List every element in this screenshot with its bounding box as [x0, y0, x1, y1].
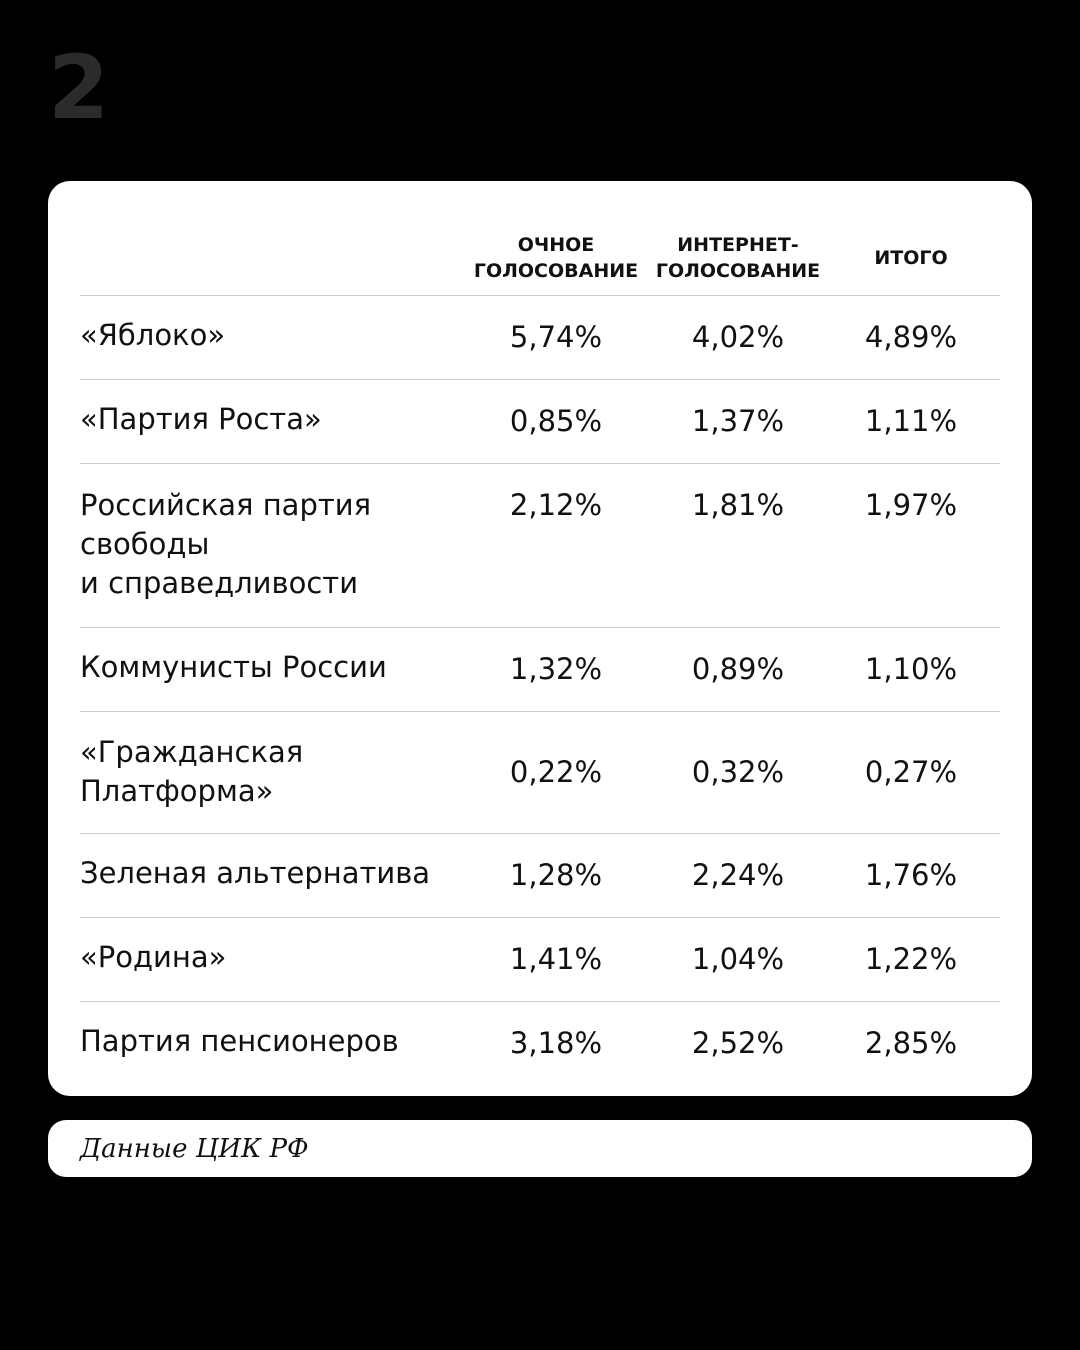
in-person-value: 5,74%	[509, 320, 603, 354]
party-name: «Родина»	[80, 940, 227, 974]
internet-value: 4,02%	[691, 320, 785, 354]
table-row: Партия пенсионеров 3,18% 2,52% 2,85%	[80, 1002, 1000, 1086]
source-text: Данные ЦИК РФ	[80, 1133, 309, 1164]
table-row: Российская партия свободы и справедливос…	[80, 464, 1000, 628]
total-value: 4,89%	[864, 320, 958, 354]
table-row: Зеленая альтернатива 1,28% 2,24% 1,76%	[80, 834, 1000, 918]
column-header-in-person: ОЧНОЕ ГОЛОСОВАНИЕ	[473, 234, 639, 282]
internet-value: 0,89%	[691, 652, 785, 686]
column-header-internet: ИНТЕРНЕТ- ГОЛОСОВАНИЕ	[655, 234, 821, 282]
in-person-value: 2,12%	[509, 488, 603, 522]
total-value: 1,11%	[864, 404, 958, 438]
table-header: ОЧНОЕ ГОЛОСОВАНИЕ ИНТЕРНЕТ- ГОЛОСОВАНИЕ …	[80, 181, 1000, 296]
internet-value: 1,04%	[691, 942, 785, 976]
party-name: Партия пенсионеров	[80, 1024, 399, 1058]
page-number: 2	[48, 36, 110, 139]
total-value: 0,27%	[864, 755, 958, 789]
party-name: Зеленая альтернатива	[80, 856, 431, 890]
party-name: Российская партия свободы и справедливос…	[80, 488, 372, 600]
party-name: «Гражданская Платформа»	[80, 735, 304, 808]
internet-value: 1,37%	[691, 404, 785, 438]
table-row: «Родина» 1,41% 1,04% 1,22%	[80, 918, 1000, 1002]
internet-value: 2,52%	[691, 1026, 785, 1060]
total-value: 1,10%	[864, 652, 958, 686]
table-row: «Гражданская Платформа» 0,22% 0,32% 0,27…	[80, 712, 1000, 834]
table-row: Коммунисты России 1,32% 0,89% 1,10%	[80, 628, 1000, 712]
internet-value: 1,81%	[691, 488, 785, 522]
internet-value: 2,24%	[691, 858, 785, 892]
party-name: Коммунисты России	[80, 650, 387, 684]
table-row: «Партия Роста» 0,85% 1,37% 1,11%	[80, 380, 1000, 464]
column-header-total: ИТОГО	[874, 247, 948, 269]
total-value: 1,76%	[864, 858, 958, 892]
results-table-card: ОЧНОЕ ГОЛОСОВАНИЕ ИНТЕРНЕТ- ГОЛОСОВАНИЕ …	[48, 181, 1032, 1096]
party-name: «Яблоко»	[80, 318, 226, 352]
internet-value: 0,32%	[691, 755, 785, 789]
in-person-value: 3,18%	[509, 1026, 603, 1060]
total-value: 2,85%	[864, 1026, 958, 1060]
source-note: Данные ЦИК РФ	[48, 1120, 1032, 1177]
party-name: «Партия Роста»	[80, 402, 322, 436]
table-row: «Яблоко» 5,74% 4,02% 4,89%	[80, 296, 1000, 380]
in-person-value: 1,28%	[509, 858, 603, 892]
in-person-value: 0,22%	[509, 755, 603, 789]
total-value: 1,22%	[864, 942, 958, 976]
in-person-value: 0,85%	[509, 404, 603, 438]
in-person-value: 1,32%	[509, 652, 603, 686]
in-person-value: 1,41%	[509, 942, 603, 976]
total-value: 1,97%	[864, 488, 958, 522]
